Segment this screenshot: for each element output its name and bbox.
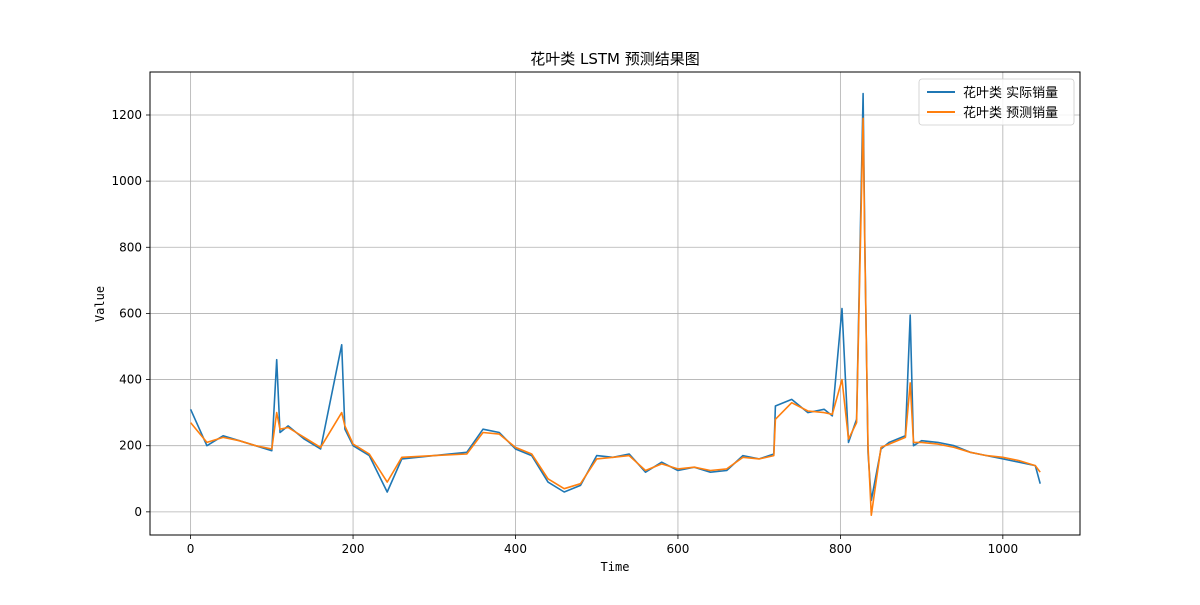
axis-ticks: 0 200 400 600 800 1000 0 200 400 600 800 1000 1200 [111, 108, 1018, 556]
x-tick-label: 0 [187, 542, 195, 556]
y-tick-label: 600 [119, 306, 142, 320]
y-tick-label: 400 [119, 373, 142, 387]
y-tick-label: 1200 [111, 108, 142, 122]
y-tick-label: 0 [134, 505, 142, 519]
legend-label: 花叶类 预测销量 [963, 105, 1058, 121]
chart-title: 花叶类 LSTM 预测结果图 [530, 50, 700, 68]
y-tick-label: 200 [119, 439, 142, 453]
legend-box [918, 78, 1075, 126]
x-axis-label: Time [601, 560, 630, 574]
y-axis-label: Value [93, 286, 107, 322]
y-tick-label: 1000 [111, 174, 142, 188]
series-lines [189, 92, 1041, 516]
y-tick-label: 800 [119, 240, 142, 254]
x-tick-label: 200 [342, 542, 365, 556]
x-tick-label: 1000 [988, 542, 1019, 556]
plot-frame [149, 71, 1081, 536]
series-line-2 [189, 117, 1041, 516]
x-tick-label: 800 [829, 542, 852, 556]
x-tick-label: 600 [666, 542, 689, 556]
legend-label: 花叶类 实际销量 [963, 85, 1058, 101]
grid [150, 72, 1080, 535]
x-tick-label: 400 [504, 542, 527, 556]
